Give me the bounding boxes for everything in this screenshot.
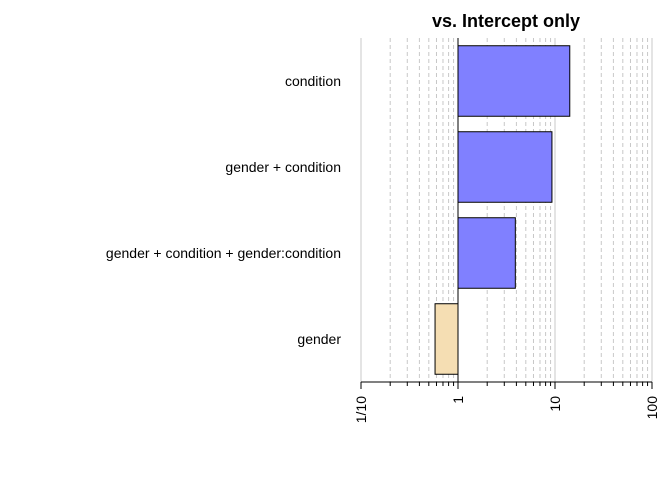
category-label: gender + condition xyxy=(225,159,341,175)
x-axis: 1/10 1 10 100 xyxy=(353,381,660,423)
chart-title: vs. Intercept only xyxy=(432,11,580,31)
category-label: gender xyxy=(297,331,341,347)
category-label: condition xyxy=(285,73,341,89)
category-label: gender + condition + gender:condition xyxy=(106,245,341,261)
x-tick-label: 1 xyxy=(450,396,466,404)
x-tick-label: 10 xyxy=(547,396,563,412)
bar-3 xyxy=(434,303,459,375)
bar-0 xyxy=(457,45,571,117)
category-labels: condition gender + condition gender + cond… xyxy=(106,73,341,347)
bars xyxy=(434,38,571,382)
bar-1 xyxy=(457,131,553,203)
x-tick-label: 1/10 xyxy=(353,396,369,423)
bar-2 xyxy=(457,217,516,289)
x-tick-label: 100 xyxy=(644,396,660,420)
